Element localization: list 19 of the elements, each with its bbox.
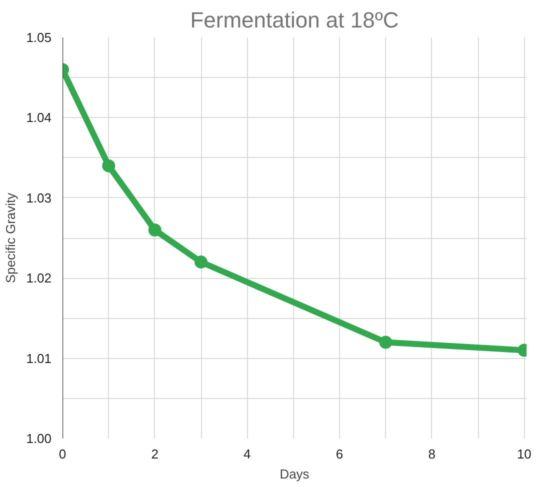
point bbox=[194, 256, 208, 269]
y-tick-label: 1.00 bbox=[26, 431, 52, 446]
y-tick-label: 1.05 bbox=[26, 30, 52, 45]
y-tick-label: 1.01 bbox=[26, 350, 52, 366]
x-tick-label: 10 bbox=[516, 446, 532, 462]
x-tick-label: 8 bbox=[428, 446, 436, 462]
x-tick-label: 4 bbox=[244, 446, 251, 462]
y-tick-label: 1.03 bbox=[26, 190, 52, 206]
point bbox=[148, 223, 162, 236]
x-tick-label: 6 bbox=[336, 446, 344, 462]
y-axis-title: Specific Gravity bbox=[3, 192, 18, 284]
x-tick-label: 2 bbox=[151, 446, 158, 462]
chart-title: Fermentation at 18ºC bbox=[190, 8, 399, 32]
point bbox=[102, 159, 116, 172]
y-tick-label: 1.04 bbox=[26, 110, 52, 126]
point bbox=[379, 336, 392, 349]
x-tick-label: 0 bbox=[58, 446, 66, 462]
x-axis-title: Days bbox=[280, 466, 310, 482]
y-tick-label: 1.02 bbox=[26, 270, 52, 286]
